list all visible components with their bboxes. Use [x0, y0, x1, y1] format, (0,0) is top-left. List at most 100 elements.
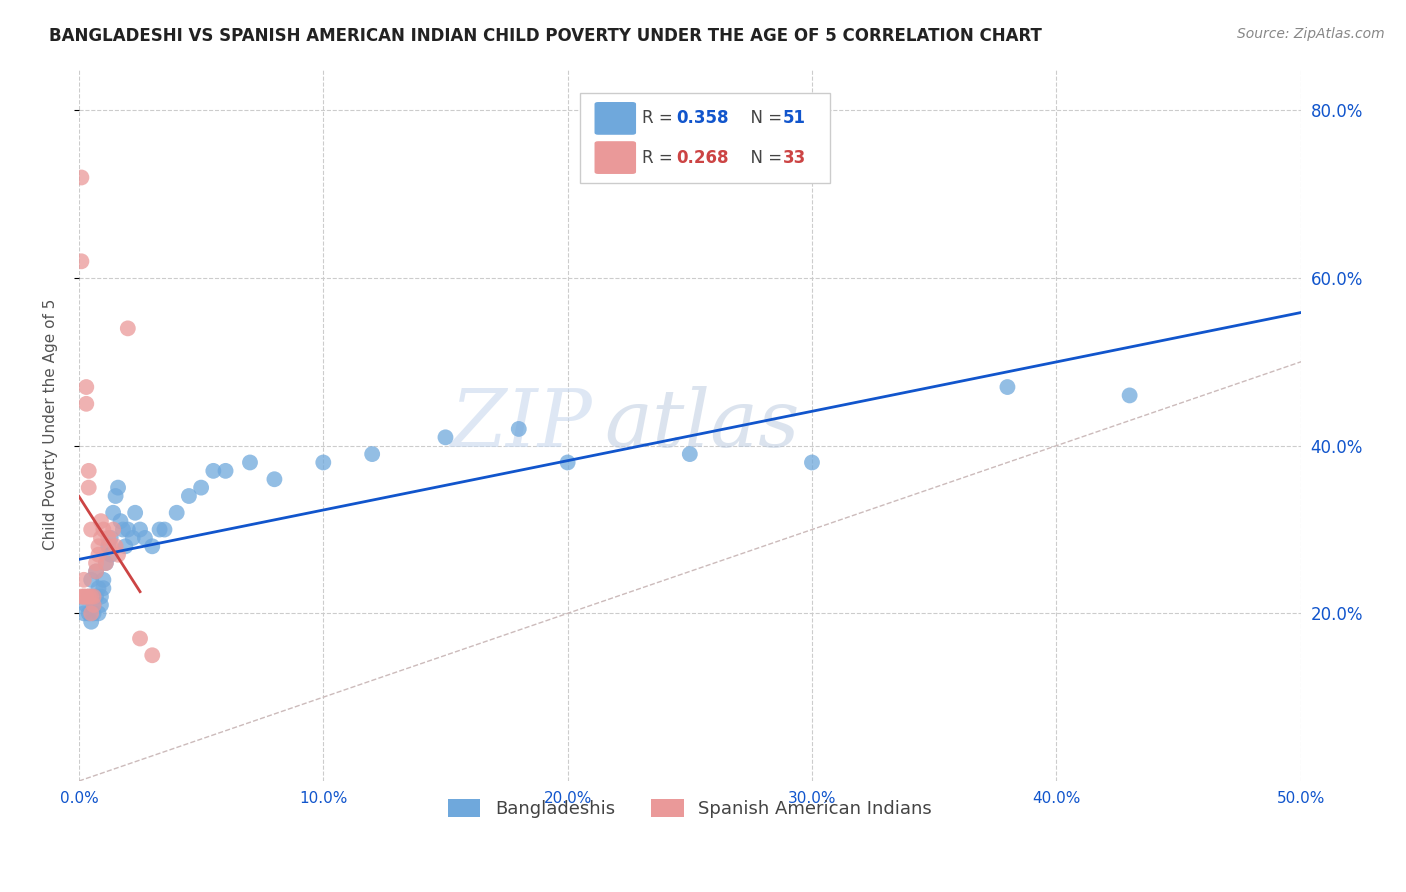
- Point: [141, 539, 163, 553]
- Point: [77, 481, 100, 495]
- Point: [101, 506, 124, 520]
- Point: [117, 523, 139, 537]
- Text: Source: ZipAtlas.com: Source: ZipAtlas.com: [1237, 27, 1385, 41]
- Point: [93, 523, 115, 537]
- Point: [93, 573, 115, 587]
- Point: [361, 447, 384, 461]
- Point: [80, 590, 103, 604]
- Point: [73, 573, 96, 587]
- FancyBboxPatch shape: [595, 102, 636, 135]
- Point: [110, 514, 132, 528]
- Point: [73, 590, 96, 604]
- Text: N =: N =: [740, 149, 787, 167]
- Point: [134, 531, 156, 545]
- Point: [84, 590, 107, 604]
- Text: 0.268: 0.268: [676, 149, 728, 167]
- Point: [114, 539, 136, 553]
- Point: [84, 565, 107, 579]
- Point: [100, 531, 122, 545]
- Point: [77, 464, 100, 478]
- Point: [75, 590, 97, 604]
- Point: [80, 607, 103, 621]
- Point: [80, 590, 103, 604]
- Point: [90, 590, 112, 604]
- Point: [90, 531, 112, 545]
- Point: [84, 565, 107, 579]
- Point: [801, 455, 824, 469]
- Point: [239, 455, 262, 469]
- Point: [129, 632, 152, 646]
- Point: [87, 548, 110, 562]
- Text: R =: R =: [643, 110, 678, 128]
- Point: [312, 455, 335, 469]
- FancyBboxPatch shape: [595, 141, 636, 174]
- Point: [111, 523, 134, 537]
- Point: [121, 531, 143, 545]
- Point: [75, 397, 97, 411]
- Point: [94, 556, 117, 570]
- Y-axis label: Child Poverty Under the Age of 5: Child Poverty Under the Age of 5: [44, 299, 58, 550]
- Point: [90, 514, 112, 528]
- Point: [77, 607, 100, 621]
- Point: [97, 531, 120, 545]
- Point: [83, 598, 105, 612]
- Text: ZIP: ZIP: [450, 386, 592, 464]
- Point: [70, 254, 93, 268]
- Point: [104, 539, 127, 553]
- Point: [1118, 388, 1140, 402]
- Text: 33: 33: [783, 149, 806, 167]
- Text: N =: N =: [740, 110, 787, 128]
- Point: [80, 573, 103, 587]
- Point: [104, 489, 127, 503]
- Point: [129, 523, 152, 537]
- Point: [77, 590, 100, 604]
- Point: [87, 607, 110, 621]
- Point: [77, 590, 100, 604]
- FancyBboxPatch shape: [579, 94, 831, 183]
- Point: [263, 472, 285, 486]
- Point: [94, 556, 117, 570]
- Point: [149, 523, 172, 537]
- Point: [214, 464, 236, 478]
- Point: [83, 590, 105, 604]
- Point: [93, 581, 115, 595]
- Point: [434, 430, 457, 444]
- Point: [679, 447, 702, 461]
- Point: [153, 523, 176, 537]
- Text: 51: 51: [783, 110, 806, 128]
- Point: [90, 598, 112, 612]
- Point: [87, 539, 110, 553]
- Point: [83, 598, 105, 612]
- Text: 0.358: 0.358: [676, 110, 728, 128]
- Legend: Bangladeshis, Spanish American Indians: Bangladeshis, Spanish American Indians: [440, 791, 939, 825]
- Point: [100, 539, 122, 553]
- Point: [75, 598, 97, 612]
- Point: [107, 548, 129, 562]
- Point: [141, 648, 163, 663]
- Point: [508, 422, 530, 436]
- Point: [84, 556, 107, 570]
- Text: BANGLADESHI VS SPANISH AMERICAN INDIAN CHILD POVERTY UNDER THE AGE OF 5 CORRELAT: BANGLADESHI VS SPANISH AMERICAN INDIAN C…: [49, 27, 1042, 45]
- Text: R =: R =: [643, 149, 678, 167]
- Point: [87, 581, 110, 595]
- Point: [73, 607, 96, 621]
- Text: atlas: atlas: [605, 386, 800, 464]
- Point: [166, 506, 188, 520]
- Point: [80, 615, 103, 629]
- Point: [75, 380, 97, 394]
- Point: [117, 321, 139, 335]
- Point: [80, 523, 103, 537]
- Point: [73, 590, 96, 604]
- Point: [124, 506, 146, 520]
- Point: [101, 523, 124, 537]
- Point: [997, 380, 1019, 394]
- Point: [100, 548, 122, 562]
- Point: [70, 170, 93, 185]
- Point: [83, 607, 105, 621]
- Point: [70, 590, 93, 604]
- Point: [107, 481, 129, 495]
- Point: [557, 455, 579, 469]
- Point: [202, 464, 225, 478]
- Point: [177, 489, 200, 503]
- Point: [97, 539, 120, 553]
